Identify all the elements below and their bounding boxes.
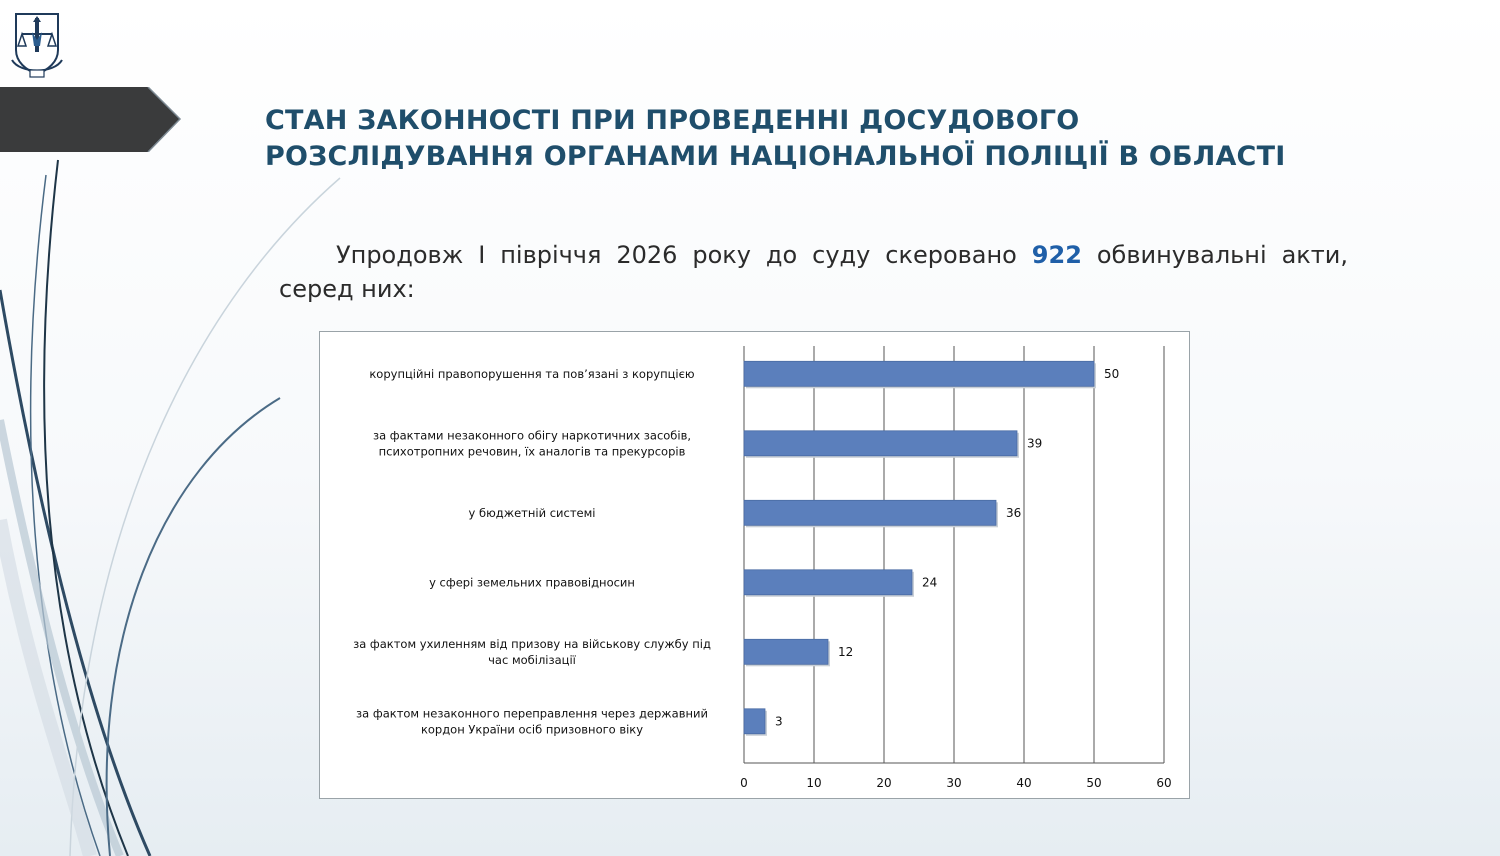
x-tick-label: 20 <box>876 776 891 790</box>
page-title: СТАН ЗАКОННОСТІ ПРИ ПРОВЕДЕННІ ДОСУДОВОГ… <box>265 103 1365 175</box>
x-tick-label: 40 <box>1016 776 1031 790</box>
bar <box>743 430 1018 457</box>
title-line-1: СТАН ЗАКОННОСТІ ПРИ ПРОВЕДЕННІ ДОСУДОВОГ… <box>265 105 1080 136</box>
bar <box>743 360 1095 387</box>
bar <box>743 569 913 596</box>
x-tick-label: 50 <box>1086 776 1101 790</box>
bar <box>743 638 829 665</box>
indictments-count: 922 <box>1031 241 1082 269</box>
intro-text-end: обвинувальні акти, серед них: <box>279 241 1348 303</box>
category-label: у сфері земельних правовідносин <box>429 575 635 589</box>
category-label: за фактом незаконного переправлення чере… <box>356 706 708 720</box>
x-tick-label: 30 <box>946 776 961 790</box>
bar-chart: 0 10 20 30 40 50 60 50 корупційні правопорушення… <box>353 346 1172 790</box>
category-label: за фактами незаконного обігу наркотичних… <box>373 428 691 442</box>
bar <box>743 499 997 526</box>
bar <box>743 708 766 735</box>
bar-value-label: 12 <box>838 645 853 659</box>
category-label: час мобілізації <box>488 653 577 667</box>
bar-chart-frame: 0 10 20 30 40 50 60 50 корупційні правопорушення… <box>319 331 1190 799</box>
intro-paragraph: Упродовж І півріччя 2026 року до суду ск… <box>279 238 1348 306</box>
bar-value-label: 3 <box>775 714 783 728</box>
title-banner-arrow <box>0 87 182 152</box>
bar-value-label: 50 <box>1104 367 1119 381</box>
category-label: психотропних речовин, їх аналогів та пре… <box>379 444 686 458</box>
bar-value-label: 36 <box>1006 506 1021 520</box>
x-tick-label: 0 <box>740 776 748 790</box>
bar-value-label: 39 <box>1027 436 1042 450</box>
category-label: кордон України осіб призовного віку <box>421 722 643 736</box>
intro-text-start: Упродовж І півріччя 2026 року до суду ск… <box>336 241 1032 269</box>
category-label: за фактом ухиленням від призову на війсь… <box>353 637 711 651</box>
title-line-2: РОЗСЛІДУВАННЯ ОРГАНАМИ НАЦІОНАЛЬНОЇ ПОЛІ… <box>265 141 1286 172</box>
category-label: корупційні правопорушення та пов’язані з… <box>369 367 695 381</box>
category-label: у бюджетній системі <box>469 506 596 520</box>
x-tick-label: 60 <box>1156 776 1171 790</box>
x-tick-label: 10 <box>806 776 821 790</box>
bar-value-label: 24 <box>922 575 937 589</box>
prosecutor-emblem-logo <box>11 13 63 78</box>
